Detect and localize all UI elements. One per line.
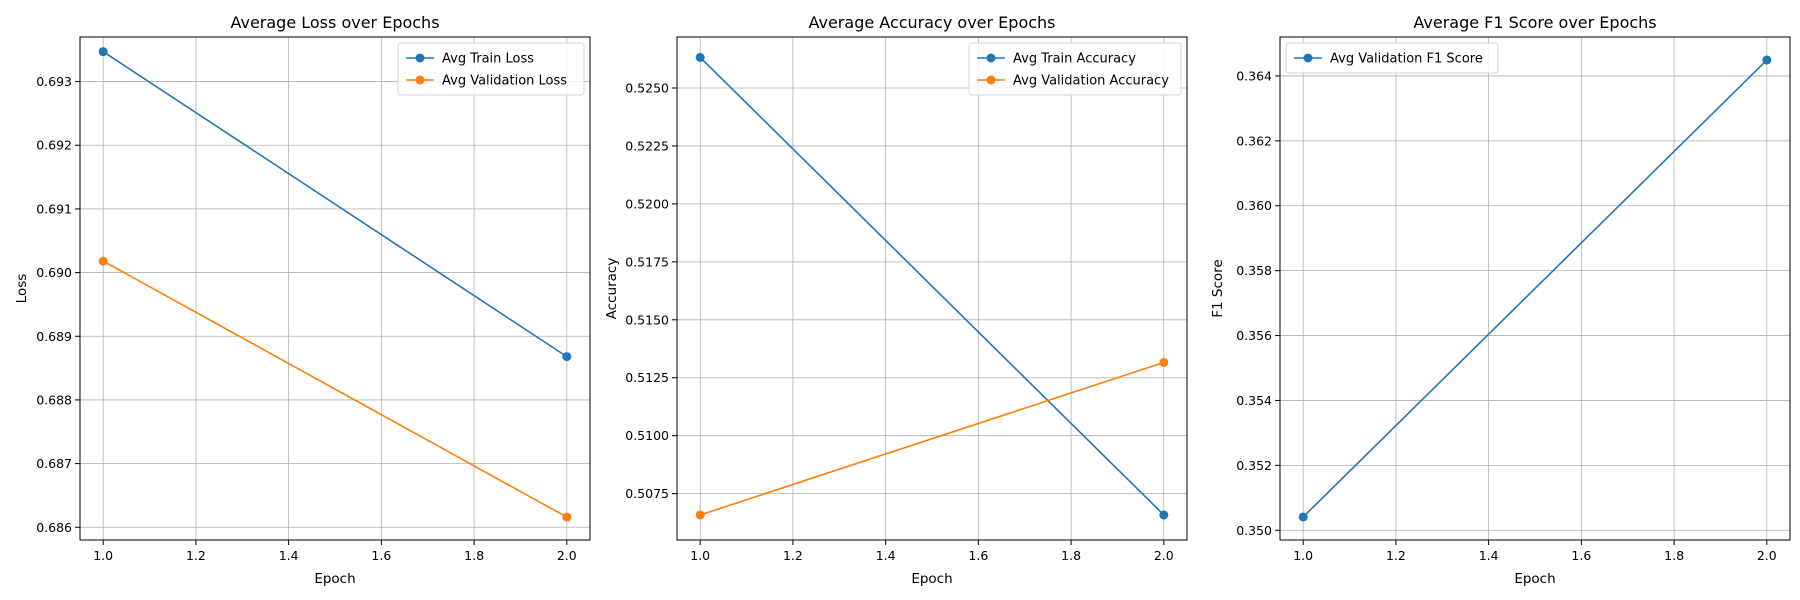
chart2-series-1-point	[695, 52, 705, 62]
chart1-y-tick-label: 0.692	[36, 138, 72, 153]
chart2-series-1-point	[1159, 510, 1169, 520]
chart1-series-2-point	[98, 256, 108, 266]
chart1-y-tick-label: 0.690	[36, 265, 72, 280]
chart3-y-tick-label: 0.350	[1236, 523, 1272, 538]
chart2-y-tick-label: 0.5075	[625, 486, 669, 501]
chart3-y-tick-label: 0.356	[1236, 328, 1272, 343]
chart1-y-tick-label: 0.691	[36, 201, 72, 216]
chart3-x-tick-label: 1.0	[1293, 548, 1313, 563]
chart1-legend-swatch-marker	[415, 75, 425, 85]
chart2-x-tick-label: 1.2	[783, 548, 803, 563]
chart3-x-tick-label: 1.4	[1479, 548, 1499, 563]
chart1-series-1-point	[562, 352, 572, 362]
chart2-title: Average Accuracy over Epochs	[808, 13, 1055, 32]
chart3-x-tick-label: 1.2	[1386, 548, 1406, 563]
chart3-series-1-line	[1302, 59, 1768, 518]
chart2-series-2-line	[699, 361, 1165, 516]
chart3-legend	[1285, 42, 1499, 74]
chart1-y-tick-label: 0.688	[36, 392, 72, 407]
chart3-legend-label: Avg Validation F1 Score	[1330, 52, 1483, 67]
chart1-series-1-point	[98, 47, 108, 57]
chart1-x-axis-label: Epoch	[314, 571, 355, 587]
chart2-y-tick-label: 0.5200	[625, 196, 669, 211]
chart2-legend-swatch-marker	[986, 75, 996, 85]
chart2-legend-swatch-marker	[986, 53, 996, 63]
chart2-y-tick-label: 0.5100	[625, 428, 669, 443]
chart1-legend-swatch-marker	[415, 53, 425, 63]
chart3-y-tick-label: 0.364	[1236, 68, 1272, 83]
chart2-y-tick-label: 0.5175	[625, 254, 669, 269]
chart1-x-tick-label: 1.6	[371, 548, 391, 563]
chart1-series-2-line	[102, 260, 568, 518]
chart2-x-tick-label: 2.0	[1154, 548, 1174, 563]
chart1-x-tick-label: 2.0	[557, 548, 577, 563]
chart1-series-2-point	[562, 512, 572, 522]
chart2-x-axis-label: Epoch	[911, 571, 952, 587]
chart1-title: Average Loss over Epochs	[230, 13, 439, 32]
chart1-x-tick-label: 1.2	[186, 548, 206, 563]
chart3-x-tick-label: 1.8	[1664, 548, 1684, 563]
chart1-legend-label: Avg Validation Loss	[442, 74, 567, 89]
chart1-y-tick-label: 0.689	[36, 329, 72, 344]
chart3-series-1-point	[1762, 55, 1772, 65]
chart2-x-tick-label: 1.0	[690, 548, 710, 563]
chart1-x-tick-label: 1.4	[279, 548, 299, 563]
chart2-y-tick-label: 0.5125	[625, 370, 669, 385]
chart1-y-tick-label: 0.686	[36, 520, 72, 535]
chart2-legend-label: Avg Validation Accuracy	[1013, 74, 1169, 89]
chart2-y-axis-label: Accuracy	[604, 258, 620, 320]
chart1-plot-frame	[79, 36, 591, 541]
chart1-legend	[397, 42, 585, 96]
chart2-y-tick-label: 0.5225	[625, 138, 669, 153]
chart3-y-tick-label: 0.352	[1236, 458, 1272, 473]
chart3-y-axis-label: F1 Score	[1210, 259, 1226, 317]
chart3-title: Average F1 Score over Epochs	[1413, 13, 1656, 32]
chart2-x-tick-label: 1.6	[968, 548, 988, 563]
chart2-series-1-line	[699, 56, 1165, 516]
chart1-x-tick-label: 1.0	[93, 548, 113, 563]
chart1-legend-label: Avg Train Loss	[442, 52, 534, 67]
chart1-y-tick-label: 0.693	[36, 74, 72, 89]
chart3-x-tick-label: 2.0	[1757, 548, 1777, 563]
chart2-legend	[968, 42, 1182, 96]
chart3-x-tick-label: 1.6	[1571, 548, 1591, 563]
chart2-series-2-point	[695, 510, 705, 520]
chart3-y-tick-label: 0.362	[1236, 133, 1272, 148]
chart2-legend-label: Avg Train Accuracy	[1013, 52, 1136, 67]
chart1-x-tick-label: 1.8	[464, 548, 484, 563]
chart3-x-axis-label: Epoch	[1514, 571, 1555, 587]
chart2-x-tick-label: 1.4	[876, 548, 896, 563]
chart1-y-tick-label: 0.687	[36, 456, 72, 471]
chart2-x-tick-label: 1.8	[1061, 548, 1081, 563]
chart3-y-tick-label: 0.354	[1236, 393, 1272, 408]
chart3-y-tick-label: 0.358	[1236, 263, 1272, 278]
chart2-y-tick-label: 0.5150	[625, 312, 669, 327]
chart2-series-2-point	[1159, 357, 1169, 367]
chart1-y-axis-label: Loss	[14, 274, 30, 304]
chart1-series-1-line	[102, 50, 568, 358]
chart3-legend-swatch-marker	[1303, 53, 1313, 63]
chart3-y-tick-label: 0.360	[1236, 198, 1272, 213]
chart3-series-1-point	[1298, 512, 1308, 522]
chart2-y-tick-label: 0.5250	[625, 80, 669, 95]
chart2-plot-frame	[676, 36, 1188, 541]
chart3-plot-frame	[1279, 36, 1791, 541]
